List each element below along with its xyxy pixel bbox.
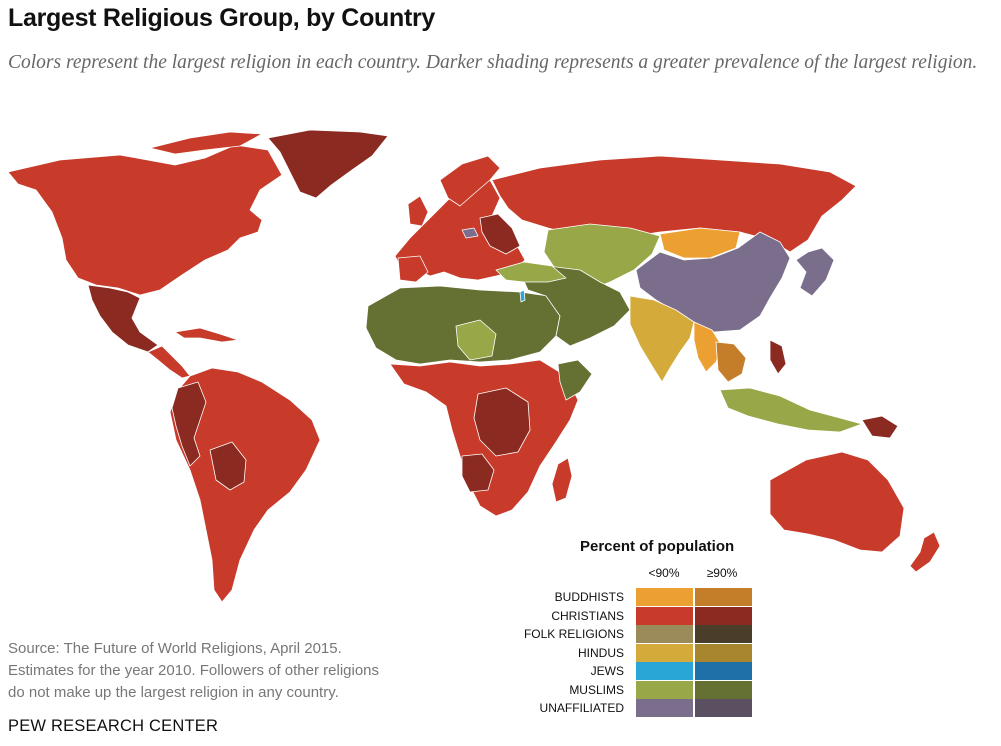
legend-swatch-high bbox=[695, 606, 752, 625]
mexico bbox=[87, 284, 159, 353]
caribbean bbox=[174, 327, 239, 343]
myanmar-region bbox=[693, 321, 723, 373]
southern-africa-dark bbox=[461, 453, 495, 493]
united-kingdom bbox=[407, 195, 429, 227]
legend-swatch-low bbox=[636, 699, 693, 717]
legend-swatch-high bbox=[695, 680, 752, 699]
legend-swatch-high bbox=[695, 662, 752, 680]
legend-swatch-high bbox=[695, 625, 752, 643]
andean-region bbox=[171, 381, 207, 467]
legend-swatch-low bbox=[636, 680, 693, 699]
legend-col-high: ≥90% bbox=[706, 566, 738, 580]
legend: Percent of population <90% ≥90% BUDDHIST… bbox=[500, 536, 760, 721]
horn-of-africa bbox=[557, 359, 593, 401]
legend-swatch-low bbox=[636, 662, 693, 680]
brand-name: PEW RESEARCH CENTER bbox=[8, 717, 219, 735]
source-note: Source: The Future of World Religions, A… bbox=[8, 638, 458, 704]
australia bbox=[769, 451, 905, 553]
iberia bbox=[397, 255, 429, 283]
map-title: Largest Religious Group, by Country bbox=[8, 4, 436, 32]
map-subtitle: Colors represent the largest religion in… bbox=[8, 52, 978, 73]
source-line-2: Estimates for the year 2010. Followers o… bbox=[8, 662, 380, 679]
central-america bbox=[147, 345, 191, 379]
legend-row-label: MUSLIMS bbox=[569, 682, 624, 697]
source-line-3: do not make up the largest religion in a… bbox=[8, 684, 339, 701]
legend-swatch-low bbox=[636, 625, 693, 643]
korea-japan bbox=[795, 247, 835, 297]
legend-swatch-high bbox=[695, 588, 752, 606]
israel bbox=[519, 289, 526, 303]
scandinavia bbox=[439, 155, 501, 207]
eastern-europe-dark bbox=[479, 213, 521, 255]
legend-row-label: UNAFFILIATED bbox=[539, 701, 624, 715]
middle-east bbox=[519, 265, 631, 347]
indonesia-malaysia bbox=[719, 387, 863, 433]
legend-swatch-high bbox=[695, 643, 752, 662]
bolivia-paraguay bbox=[209, 441, 247, 491]
legend-row: BUDDHISTS bbox=[500, 588, 760, 606]
india bbox=[629, 295, 695, 383]
legend-row-label: FOLK RELIGIONS bbox=[523, 627, 624, 641]
sahel-lighter bbox=[455, 319, 497, 361]
legend-row-label: JEWS bbox=[590, 664, 624, 678]
south-america bbox=[169, 367, 321, 603]
greenland bbox=[267, 129, 389, 199]
madagascar bbox=[551, 457, 573, 503]
legend-row-label: HINDUS bbox=[577, 645, 624, 660]
legend-col-low: <90% bbox=[648, 566, 680, 580]
papua-new-guinea bbox=[861, 415, 899, 439]
legend-swatch-low bbox=[636, 588, 693, 606]
source-line-1: Source: The Future of World Religions, A… bbox=[8, 640, 342, 657]
czech-region bbox=[461, 227, 479, 239]
legend-swatch-high bbox=[695, 699, 752, 717]
legend-row: HINDUS bbox=[500, 643, 760, 662]
new-zealand bbox=[909, 531, 941, 573]
legend-swatch-low bbox=[636, 643, 693, 662]
turkey-iran bbox=[495, 261, 567, 283]
legend-row-label: CHRISTIANS bbox=[551, 608, 624, 623]
legend-row: UNAFFILIATED bbox=[500, 699, 760, 717]
philippines bbox=[769, 339, 787, 375]
legend-row: JEWS bbox=[500, 662, 760, 680]
thailand-region bbox=[715, 341, 747, 383]
mongolia bbox=[659, 227, 741, 259]
legend-row: MUSLIMS bbox=[500, 680, 760, 699]
legend-title: Percent of population bbox=[580, 538, 735, 555]
north-america-region bbox=[7, 144, 283, 296]
legend-swatch-low bbox=[636, 606, 693, 625]
arctic-islands bbox=[149, 131, 263, 155]
legend-row: CHRISTIANS bbox=[500, 606, 760, 625]
legend-row-label: BUDDHISTS bbox=[554, 590, 624, 604]
legend-row: FOLK RELIGIONS bbox=[500, 625, 760, 643]
central-africa-dark bbox=[473, 387, 531, 457]
world-map bbox=[7, 129, 941, 603]
